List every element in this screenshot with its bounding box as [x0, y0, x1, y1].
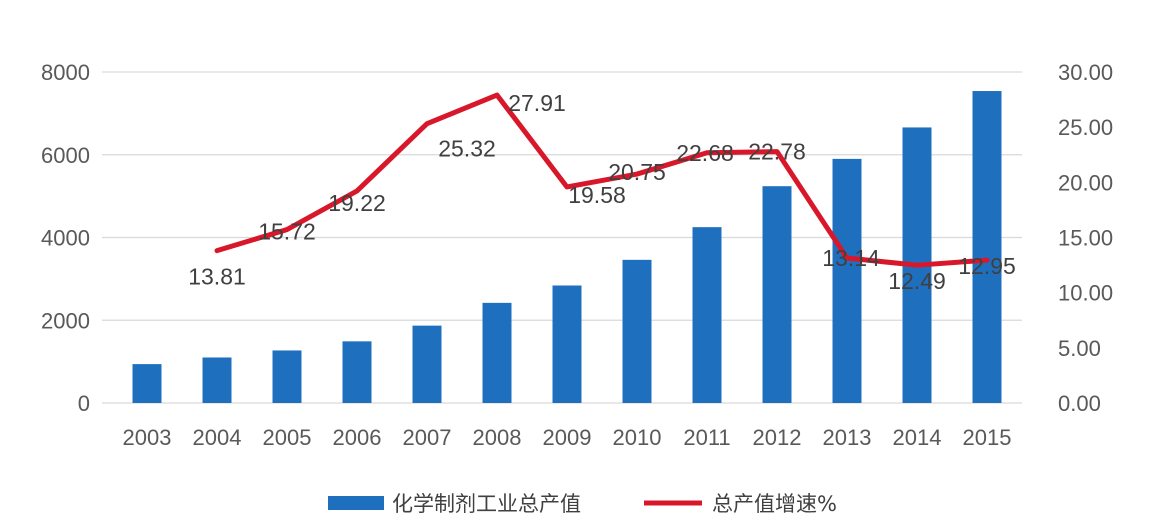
right-tick-label: 0.00: [1058, 391, 1101, 416]
bar: [972, 91, 1002, 403]
left-tick-label: 2000: [41, 308, 90, 333]
bar: [762, 186, 792, 403]
line-data-label: 22.68: [676, 140, 734, 166]
x-tick-label: 2004: [193, 425, 242, 450]
bar: [272, 350, 302, 403]
line-data-label: 13.14: [822, 245, 880, 271]
right-tick-label: 15.00: [1058, 226, 1113, 251]
bar: [202, 357, 232, 403]
legend-label-bar: 化学制剂工业总产值: [392, 492, 581, 516]
right-tick-label: 5.00: [1058, 336, 1101, 361]
left-tick-label: 0: [78, 391, 90, 416]
left-tick-label: 8000: [41, 60, 90, 85]
right-tick-label: 25.00: [1058, 115, 1113, 140]
right-tick-label: 10.00: [1058, 281, 1113, 306]
legend: 化学制剂工业总产值 总产值增速%: [328, 492, 837, 516]
x-tick-label: 2011: [683, 425, 730, 450]
x-axis: 2003 2004 2005 2006 2007 2008 2009 2010 2011 2012…: [123, 425, 1012, 450]
line-series: [214, 92, 990, 268]
line-data-label: 15.72: [258, 219, 316, 245]
line-data-label: 12.49: [888, 268, 946, 294]
line-data-label: 20.75: [608, 159, 666, 185]
x-tick-label: 2005: [263, 425, 312, 450]
x-tick-label: 2014: [893, 425, 942, 450]
x-tick-label: 2009: [543, 425, 592, 450]
x-tick-label: 2013: [823, 425, 872, 450]
right-tick-label: 20.00: [1058, 170, 1113, 195]
line-data-label: 25.32: [438, 136, 496, 162]
bar: [132, 364, 162, 403]
bar: [342, 341, 372, 403]
bar: [552, 285, 582, 403]
bar: [412, 325, 442, 403]
x-tick-label: 2008: [473, 425, 522, 450]
bar: [482, 302, 512, 403]
left-tick-label: 6000: [41, 143, 90, 168]
growth-line: [214, 92, 990, 268]
line-data-label: 27.91: [508, 90, 566, 116]
line-data-label: 13.81: [188, 264, 246, 290]
line-data-label: 19.22: [328, 190, 386, 216]
right-y-axis: 0.00 5.00 10.00 15.00 20.00 25.00 30.00: [1058, 60, 1113, 416]
legend-label-line: 总产值增速%: [712, 492, 837, 516]
bar: [692, 227, 722, 403]
bar: [832, 158, 862, 403]
x-tick-label: 2015: [963, 425, 1012, 450]
x-tick-label: 2012: [753, 425, 802, 450]
bar: [622, 259, 652, 403]
x-tick-label: 2003: [123, 425, 172, 450]
right-tick-label: 30.00: [1058, 60, 1113, 85]
x-tick-label: 2010: [613, 425, 662, 450]
bar-series: [132, 91, 1002, 403]
x-tick-label: 2007: [403, 425, 452, 450]
left-y-axis: 0 2000 4000 6000 8000: [41, 60, 90, 416]
line-data-label: 22.78: [748, 139, 806, 165]
x-tick-label: 2006: [333, 425, 382, 450]
line-data-label: 19.58: [568, 182, 626, 208]
left-tick-label: 4000: [41, 226, 90, 251]
line-data-label: 12.95: [958, 253, 1016, 279]
legend-swatch-bar: [328, 496, 384, 510]
